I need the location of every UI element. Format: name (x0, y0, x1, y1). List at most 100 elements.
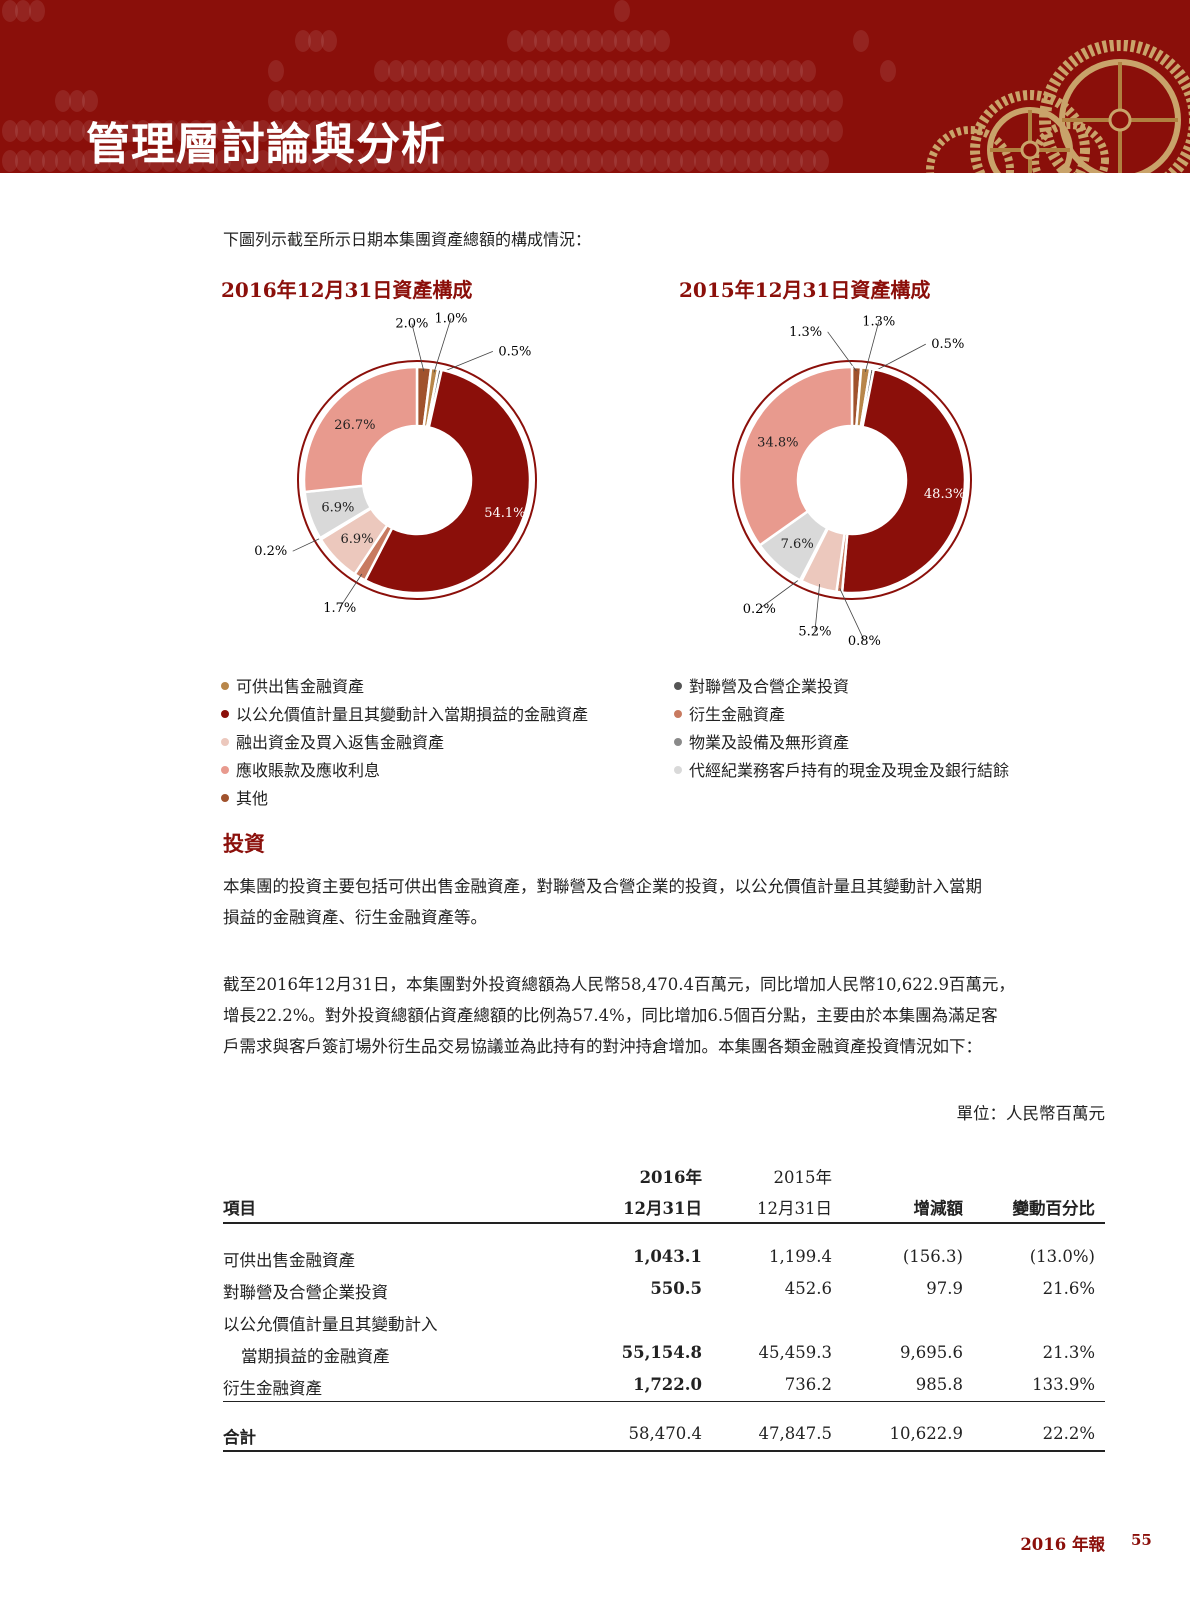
banner-dot (294, 120, 311, 142)
banner-dot (68, 120, 85, 142)
banner-dot (427, 90, 444, 112)
banner-dot (268, 90, 284, 112)
banner-dot (667, 120, 683, 142)
banner-dot (494, 90, 511, 112)
banner-dot (374, 150, 391, 172)
banner-dot (440, 120, 457, 142)
banner-dot (640, 90, 657, 112)
banner-dot (746, 150, 763, 172)
banner-dot (241, 150, 258, 172)
banner-dot (613, 30, 630, 52)
banner-dot (108, 120, 125, 142)
banner-dot (440, 60, 457, 82)
cell-pct: 21.3% (1042, 1343, 1095, 1362)
banner-dot (2, 0, 18, 22)
banner-dot (321, 120, 338, 142)
banner-dot (746, 60, 763, 82)
banner-dot (374, 120, 391, 142)
banner-dot (2, 150, 18, 172)
banner-dot (55, 120, 72, 142)
banner-dot (334, 150, 351, 172)
cell-change: (156.3) (902, 1247, 963, 1266)
legend-dot-icon (674, 709, 682, 718)
cell-change: 985.8 (915, 1375, 963, 1394)
banner-dot (573, 150, 590, 172)
banner-dot (693, 90, 710, 112)
banner-dot (613, 120, 630, 142)
banner-dot (201, 150, 218, 172)
cell-2016: 55,154.8 (621, 1343, 702, 1362)
banner-dot (773, 60, 790, 82)
banner-dot (786, 120, 803, 142)
cell-change: 9,695.6 (900, 1343, 963, 1362)
legend-dot-icon (221, 737, 229, 746)
data-label: 6.9% (341, 532, 374, 547)
legend-dot-icon (674, 765, 682, 774)
banner-dot (706, 90, 723, 112)
banner-dot (454, 150, 471, 172)
data-label: 26.7% (334, 418, 375, 433)
banner-dot (680, 120, 697, 142)
cell-item-cont: 當期損益的金融資產 (241, 1347, 390, 1366)
banner-dot (294, 30, 311, 52)
banner-dot (746, 90, 763, 112)
donut-slice (737, 365, 854, 548)
banner-dot (613, 150, 630, 172)
banner-dot (334, 90, 351, 112)
banner-dot (800, 120, 816, 142)
banner-dot (534, 60, 550, 82)
col-header-2016-year: 2016年 (639, 1168, 702, 1187)
legend-item: 以公允價值計量且其變動計入當期損益的金融資產 (221, 701, 588, 725)
banner-dot (613, 0, 630, 22)
banner-dot (480, 60, 497, 82)
paragraph-2: 截至2016年12月31日，本集團對外投資總額為人民幣58,470.4百萬元，同… (223, 969, 1108, 1062)
data-label: 0.2% (743, 602, 776, 617)
banner-dot (174, 120, 191, 142)
banner-dot (547, 90, 564, 112)
banner-dot (281, 90, 298, 112)
leader-line (339, 573, 363, 609)
banner-dot (547, 60, 564, 82)
banner-dot (507, 60, 524, 82)
banner-dot (667, 60, 683, 82)
chart-title-2016: 2016年12月31日資產構成 (221, 278, 473, 302)
banner-dot (720, 120, 737, 142)
banner-dot (28, 150, 45, 172)
banner-dot (640, 30, 657, 52)
data-label: 0.5% (498, 344, 531, 359)
banner-dot (467, 90, 484, 112)
banner-dot (307, 90, 324, 112)
banner-dot (640, 120, 657, 142)
banner-dot (41, 120, 58, 142)
banner-dot (268, 60, 284, 82)
donut-slice (840, 367, 967, 595)
banner-dot (600, 90, 617, 112)
banner-dot (188, 120, 205, 142)
banner-dot (746, 120, 763, 142)
banner-dot (254, 150, 271, 172)
legend-label: 可供出售金融資產 (236, 677, 365, 696)
banner-dot (826, 120, 843, 142)
legend-item: 物業及設備及無形資產 (674, 729, 849, 753)
banner-dot (401, 150, 417, 172)
banner-dot (148, 120, 165, 142)
leader-line (438, 350, 494, 374)
data-label: 1.0% (434, 311, 467, 326)
banner-dot (387, 90, 404, 112)
legend-dot-icon (221, 793, 229, 802)
page-title: 管理層討論與分析 (86, 119, 446, 170)
leader-line (839, 588, 865, 641)
banner-dot (733, 120, 750, 142)
banner-dot (15, 120, 32, 142)
cell-2015: 736.2 (784, 1375, 832, 1394)
footer-report: 2016 年報 (1020, 1535, 1105, 1554)
legend-label: 其他 (236, 789, 269, 808)
legend-item: 其他 (221, 785, 268, 809)
banner-dot (68, 150, 85, 172)
banner-dot (600, 150, 617, 172)
banner-dot (334, 120, 351, 142)
legend-dot-icon (674, 681, 682, 690)
banner-dot (454, 60, 471, 82)
banner-dot (534, 90, 550, 112)
banner-dot (733, 60, 750, 82)
